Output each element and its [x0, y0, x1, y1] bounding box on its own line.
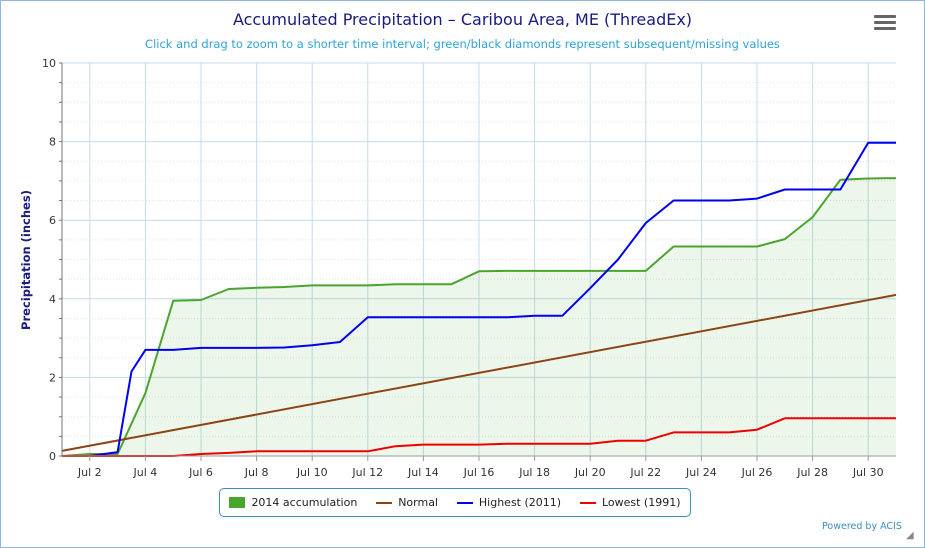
x-tick-label: Jul 18 — [518, 466, 550, 479]
legend-swatch-lowest — [579, 501, 596, 504]
x-tick-label: Jul 4 — [133, 466, 158, 479]
x-tick-label: Jul 26 — [741, 466, 773, 479]
legend-swatch-highest — [456, 501, 473, 504]
x-tick-label: Jul 20 — [574, 466, 606, 479]
x-tick-label: Jul 12 — [351, 466, 383, 479]
chart-title: Accumulated Precipitation – Caribou Area… — [232, 10, 693, 29]
series-lines — [61, 141, 897, 457]
x-tick-label: Jul 24 — [685, 466, 717, 479]
legend-label-2014: 2014 accumulation — [251, 496, 358, 509]
x-tick-label: Jul 2 — [77, 466, 102, 479]
legend-label-normal: Normal — [398, 496, 438, 509]
y-tick-label: 10 — [42, 57, 56, 70]
x-tick-label: Jul 8 — [244, 466, 269, 479]
credits-link[interactable]: Powered by ACIS — [822, 521, 902, 532]
y-tick-label: 4 — [49, 293, 56, 306]
y-axis-label: Precipitation (inches) — [19, 190, 33, 330]
legend-item-lowest[interactable]: Lowest (1991) — [579, 496, 681, 509]
legend-label-highest: Highest (2011) — [478, 496, 562, 509]
hamburger-menu-icon[interactable] — [874, 15, 896, 35]
y-tick-label: 6 — [49, 214, 56, 227]
legend-swatch-normal — [376, 501, 393, 504]
legend-item-highest[interactable]: Highest (2011) — [456, 496, 562, 509]
x-tick-label: Jul 6 — [188, 466, 213, 479]
legend-item-normal[interactable]: Normal — [376, 496, 438, 509]
y-tick-label: 0 — [49, 450, 56, 463]
legend-swatch-2014 — [229, 497, 246, 508]
legend-item-2014[interactable]: 2014 accumulation — [229, 496, 357, 509]
series-line-highest-2011 — [62, 141, 896, 457]
chart-legend: 2014 accumulation Normal Highest (2011) … — [219, 488, 691, 517]
y-tick-label: 8 — [49, 136, 56, 149]
x-tick-label: Jul 16 — [463, 466, 495, 479]
series-line-normal — [61, 293, 897, 452]
grid-lines — [62, 62, 896, 457]
x-tick-label: Jul 14 — [407, 466, 439, 479]
axes: 0 2 4 6 8 10 Jul 2 Jul 4 Jul 6 Jul 8 Jul 10 Jul 12 J… — [42, 57, 896, 479]
x-tick-label: Jul 22 — [629, 466, 661, 479]
legend-label-lowest: Lowest (1991) — [601, 496, 681, 509]
y-tick-label: 2 — [49, 371, 56, 384]
chart-subtitle: Click and drag to zoom to a shorter time… — [145, 37, 780, 51]
x-tick-label: Jul 30 — [852, 466, 884, 479]
resize-handle-icon[interactable]: ◢ — [906, 530, 914, 541]
series-line-lowest-1991 — [62, 417, 896, 457]
series-line-2014-accumulation — [61, 177, 897, 457]
x-tick-label: Jul 10 — [296, 466, 328, 479]
x-tick-label: Jul 28 — [796, 466, 828, 479]
